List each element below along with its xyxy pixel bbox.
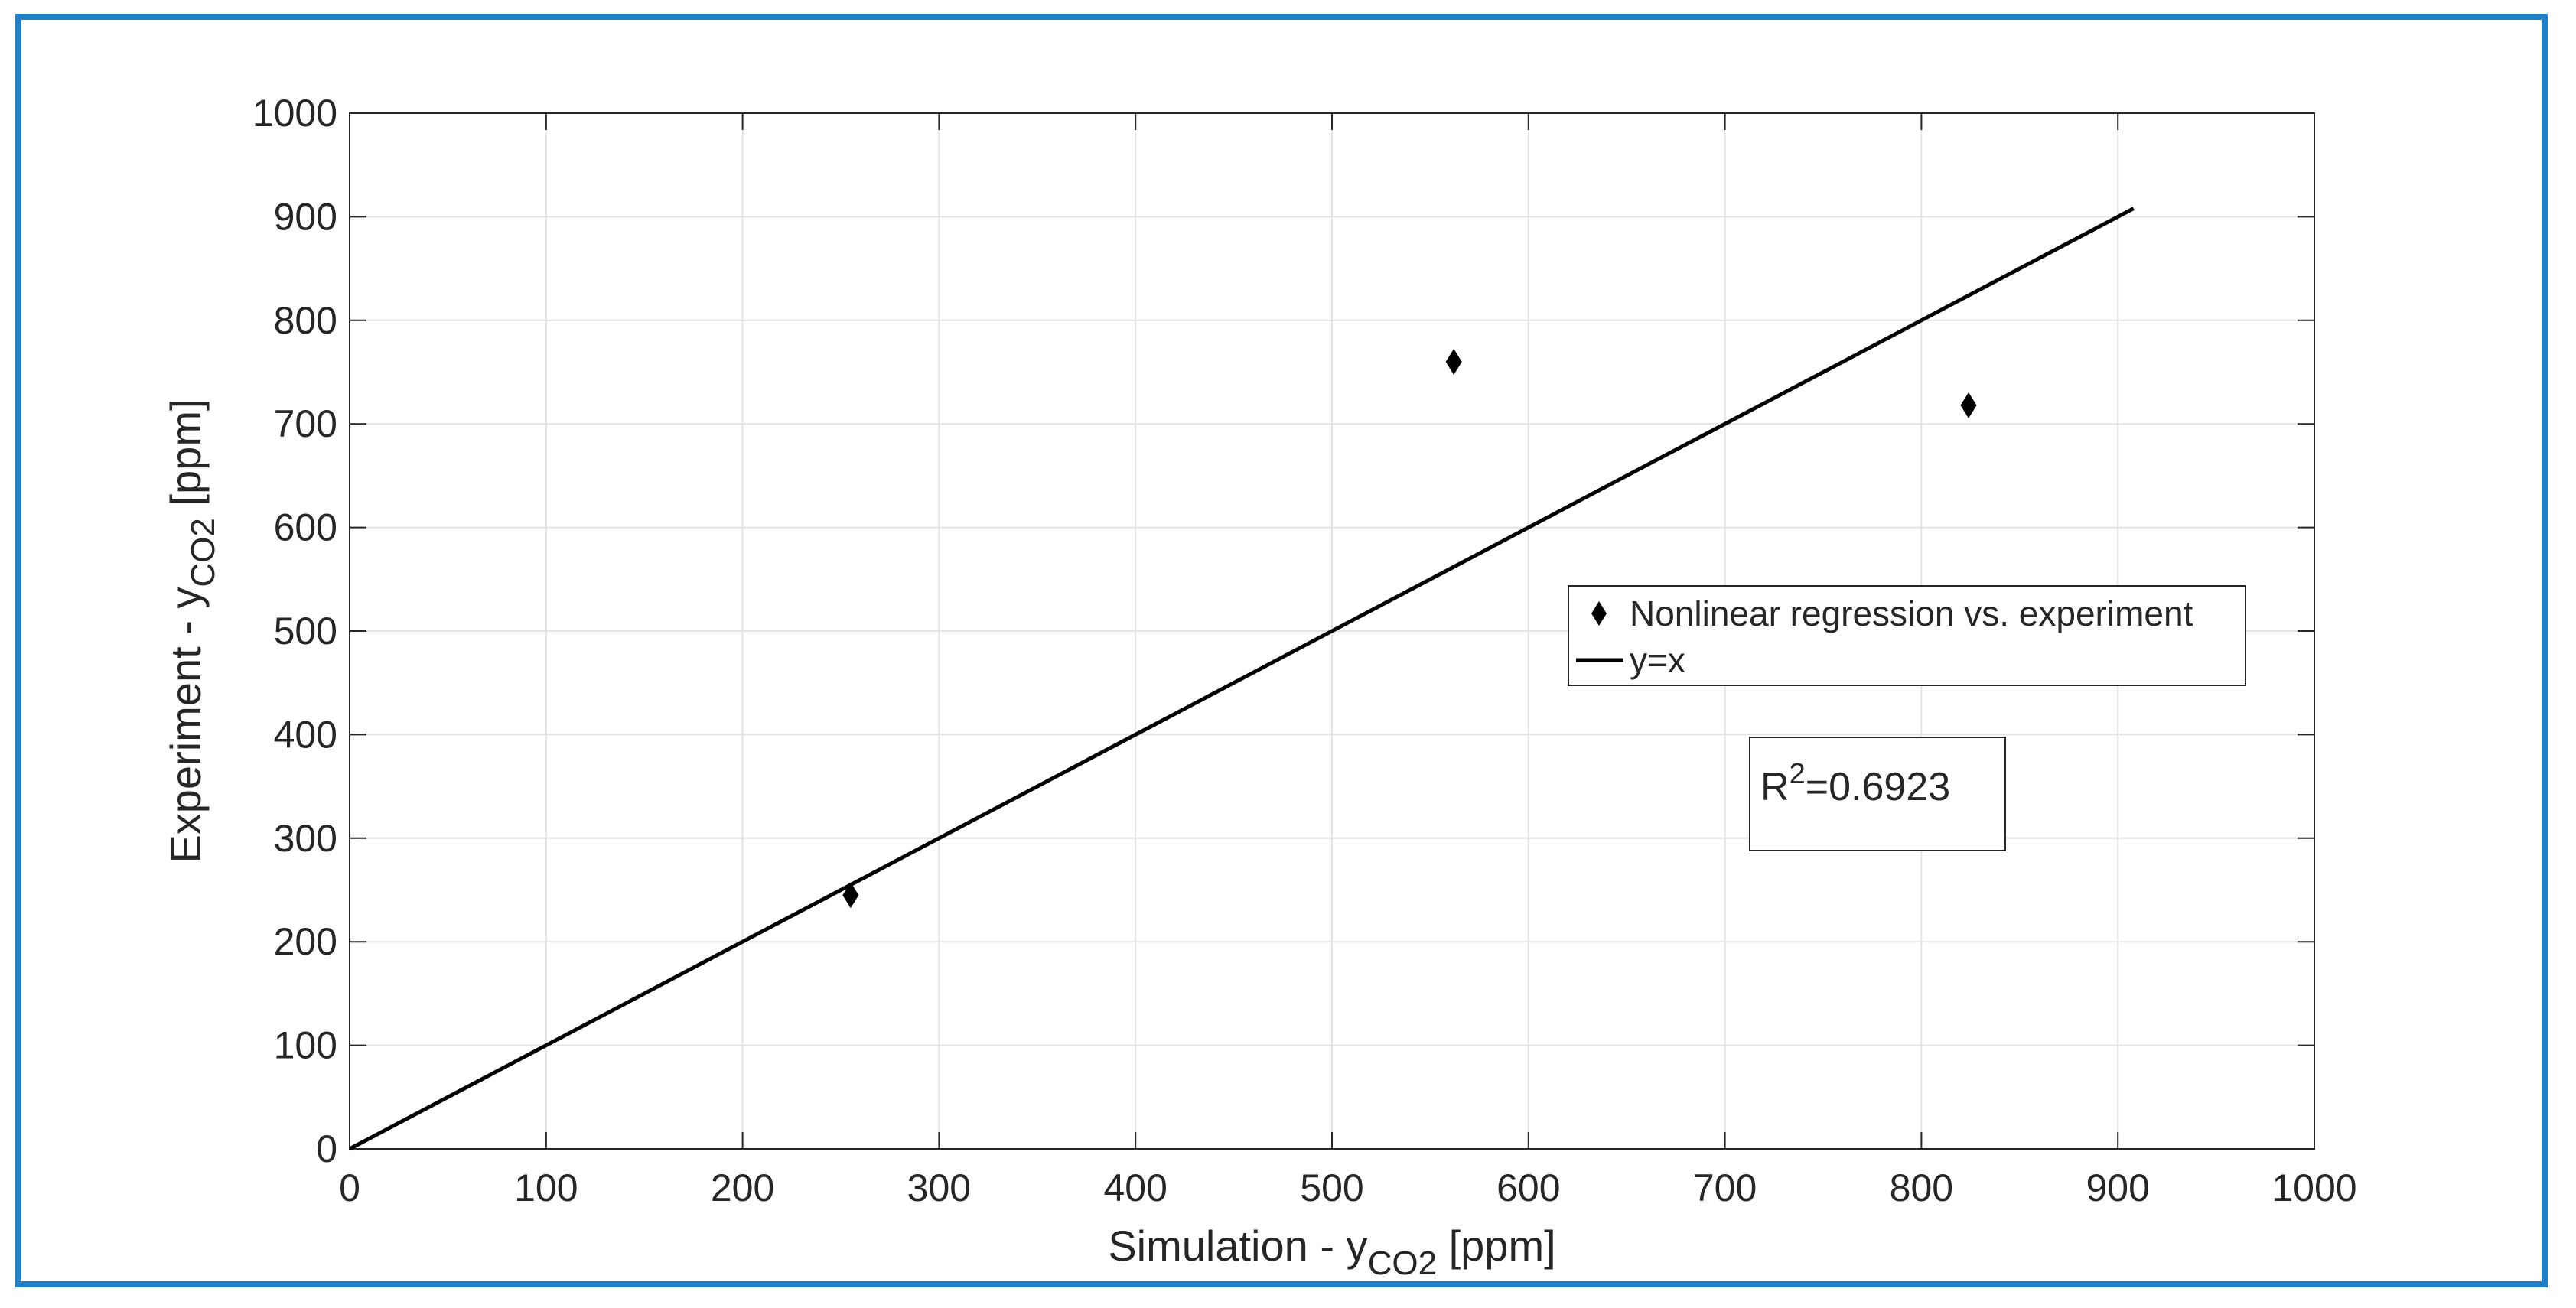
x-tick-label: 500 <box>1300 1166 1363 1209</box>
legend: Nonlinear regression vs. experiment y=x <box>1568 585 2246 686</box>
x-tick-label: 800 <box>1890 1166 1953 1209</box>
y-tick-label: 900 <box>274 195 337 238</box>
annotation-text: R2=0.6923 <box>1760 758 1950 809</box>
y-axis-label: Experiment - yCO2 [ppm] <box>161 399 222 863</box>
x-tick-label: 900 <box>2086 1166 2149 1209</box>
identity-line <box>348 207 2135 1151</box>
figure-frame <box>15 14 2548 1287</box>
x-tick-label: 0 <box>339 1166 360 1209</box>
x-tick-label: 100 <box>514 1166 578 1209</box>
y-tick-label: 500 <box>274 610 337 652</box>
y-tick-label: 600 <box>274 506 337 549</box>
y-tick-label: 1000 <box>252 92 337 135</box>
data-point <box>1960 392 1977 418</box>
legend-diamond-marker <box>1591 601 1607 626</box>
y-tick-label: 700 <box>274 402 337 445</box>
x-tick-label: 400 <box>1103 1166 1167 1209</box>
legend-entry-line: y=x <box>1630 640 1685 680</box>
annotation-box <box>1749 737 2006 851</box>
legend-box <box>1568 585 2246 686</box>
series-layer <box>348 207 2135 1151</box>
y-tick-label: 200 <box>274 920 337 963</box>
y-tick-label: 300 <box>274 817 337 860</box>
y-tick-label: 0 <box>316 1127 337 1170</box>
y-tick-label: 800 <box>274 299 337 342</box>
y-tick-label: 100 <box>274 1024 337 1067</box>
r-squared-annotation: R2=0.6923 <box>1749 737 2006 851</box>
y-axis-ticks: 0 100 200 300 400 500 600 700 800 900 1000 <box>252 92 2314 1170</box>
x-tick-label: 200 <box>711 1166 774 1209</box>
x-tick-label: 600 <box>1496 1166 1560 1209</box>
legend-entry-scatter: Nonlinear regression vs. experiment <box>1630 594 2193 633</box>
x-tick-label: 1000 <box>2272 1166 2356 1209</box>
x-axis-ticks: 0 100 200 300 400 500 600 700 800 900 1000 <box>339 113 2357 1209</box>
data-point <box>1445 348 1462 375</box>
x-tick-label: 700 <box>1693 1166 1757 1209</box>
x-axis-label: Simulation - yCO2 [ppm] <box>1108 1222 1555 1282</box>
y-tick-label: 400 <box>274 713 337 756</box>
x-tick-label: 300 <box>907 1166 971 1209</box>
